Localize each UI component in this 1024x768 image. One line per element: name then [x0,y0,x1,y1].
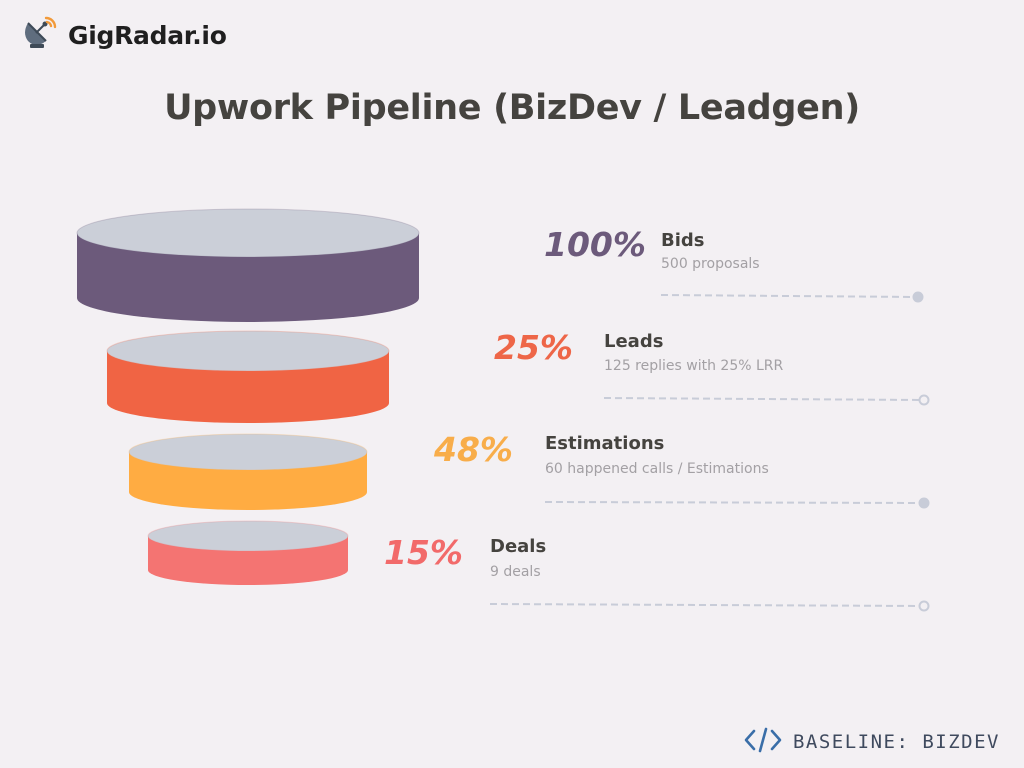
funnel-disc-top [147,520,349,552]
funnel-disc-top [76,208,420,258]
connector-end-dot [912,291,924,303]
stage-detail: 9 deals [490,564,541,580]
connector-line [544,501,925,504]
stage-percent: 100% [544,225,646,264]
footer-label: BASELINE: BIZDEV [792,731,1000,753]
stage-label: Estimations [545,433,665,454]
connector-end-dot [918,497,930,509]
funnel-disc-top [106,330,390,372]
stage-percent: 48% [434,430,513,469]
stage-detail: 60 happened calls / Estimations [545,461,769,477]
stage-label: Leads [604,331,664,352]
footer-badge: BASELINE: BIZDEV [743,726,1000,758]
connector-line [489,603,925,607]
stage-label: Deals [490,536,547,557]
connector-line [603,397,925,401]
stage-detail: 500 proposals [661,256,760,272]
stage-percent: 15% [384,533,463,572]
satellite-dish-icon [22,15,58,55]
brand-name: GigRadar.io [68,20,227,50]
stage-percent: 25% [494,328,573,367]
stage-label: Bids [661,230,705,251]
connector-end-dot [918,394,930,406]
stage-detail: 125 replies with 25% LRR [604,358,784,374]
funnel-disc-top [128,433,368,471]
funnel-disc-side [107,351,389,423]
code-brackets-icon [743,726,783,758]
brand-logo: GigRadar.io [22,15,227,55]
connector-end-dot [918,600,930,612]
funnel-disc-side [77,233,419,322]
page-title: Upwork Pipeline (BizDev / Leadgen) [164,88,860,128]
connector-line [660,294,919,298]
